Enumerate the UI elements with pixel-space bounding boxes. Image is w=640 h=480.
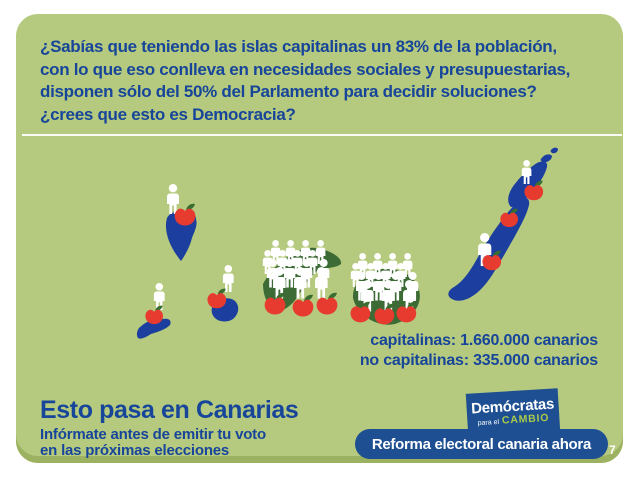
apple-icon [145,305,164,325]
island-gran-canaria [350,253,420,325]
page-number: 7 [609,443,616,457]
apple-icon [207,288,227,309]
island-la-gomera [207,265,239,322]
island-lanzarote [508,147,558,208]
divider-line [22,134,622,136]
island-fuerteventura [448,197,530,301]
island-el-hierro [136,283,171,339]
person-icon [153,283,165,310]
footer-subtitle: Infórmate antes de emitir tu voto en las… [40,426,266,459]
stat-no-capitalinas: no capitalinas: 335.000 canarios [359,352,598,369]
slide-card [16,14,623,463]
apple-icon [174,203,196,226]
person-icon [167,184,179,214]
logo-cambio: CAMBIO [501,411,550,427]
headline-text: ¿Sabías que teniendo las islas capitalin… [40,37,571,124]
person-icon [222,265,234,292]
logo-para-el: para el [477,418,500,428]
stat-capitalinas: capitalinas: 1.660.000 canarios [370,332,598,349]
population-stats: capitalinas: 1.660.000 canarios no capit… [360,331,598,371]
reforma-cta-button[interactable]: Reforma electoral canaria ahora [354,429,608,459]
island-la-palma [165,184,197,261]
island-tenerife [262,240,342,317]
footer-title: Esto pasa en Canarias [40,396,299,424]
